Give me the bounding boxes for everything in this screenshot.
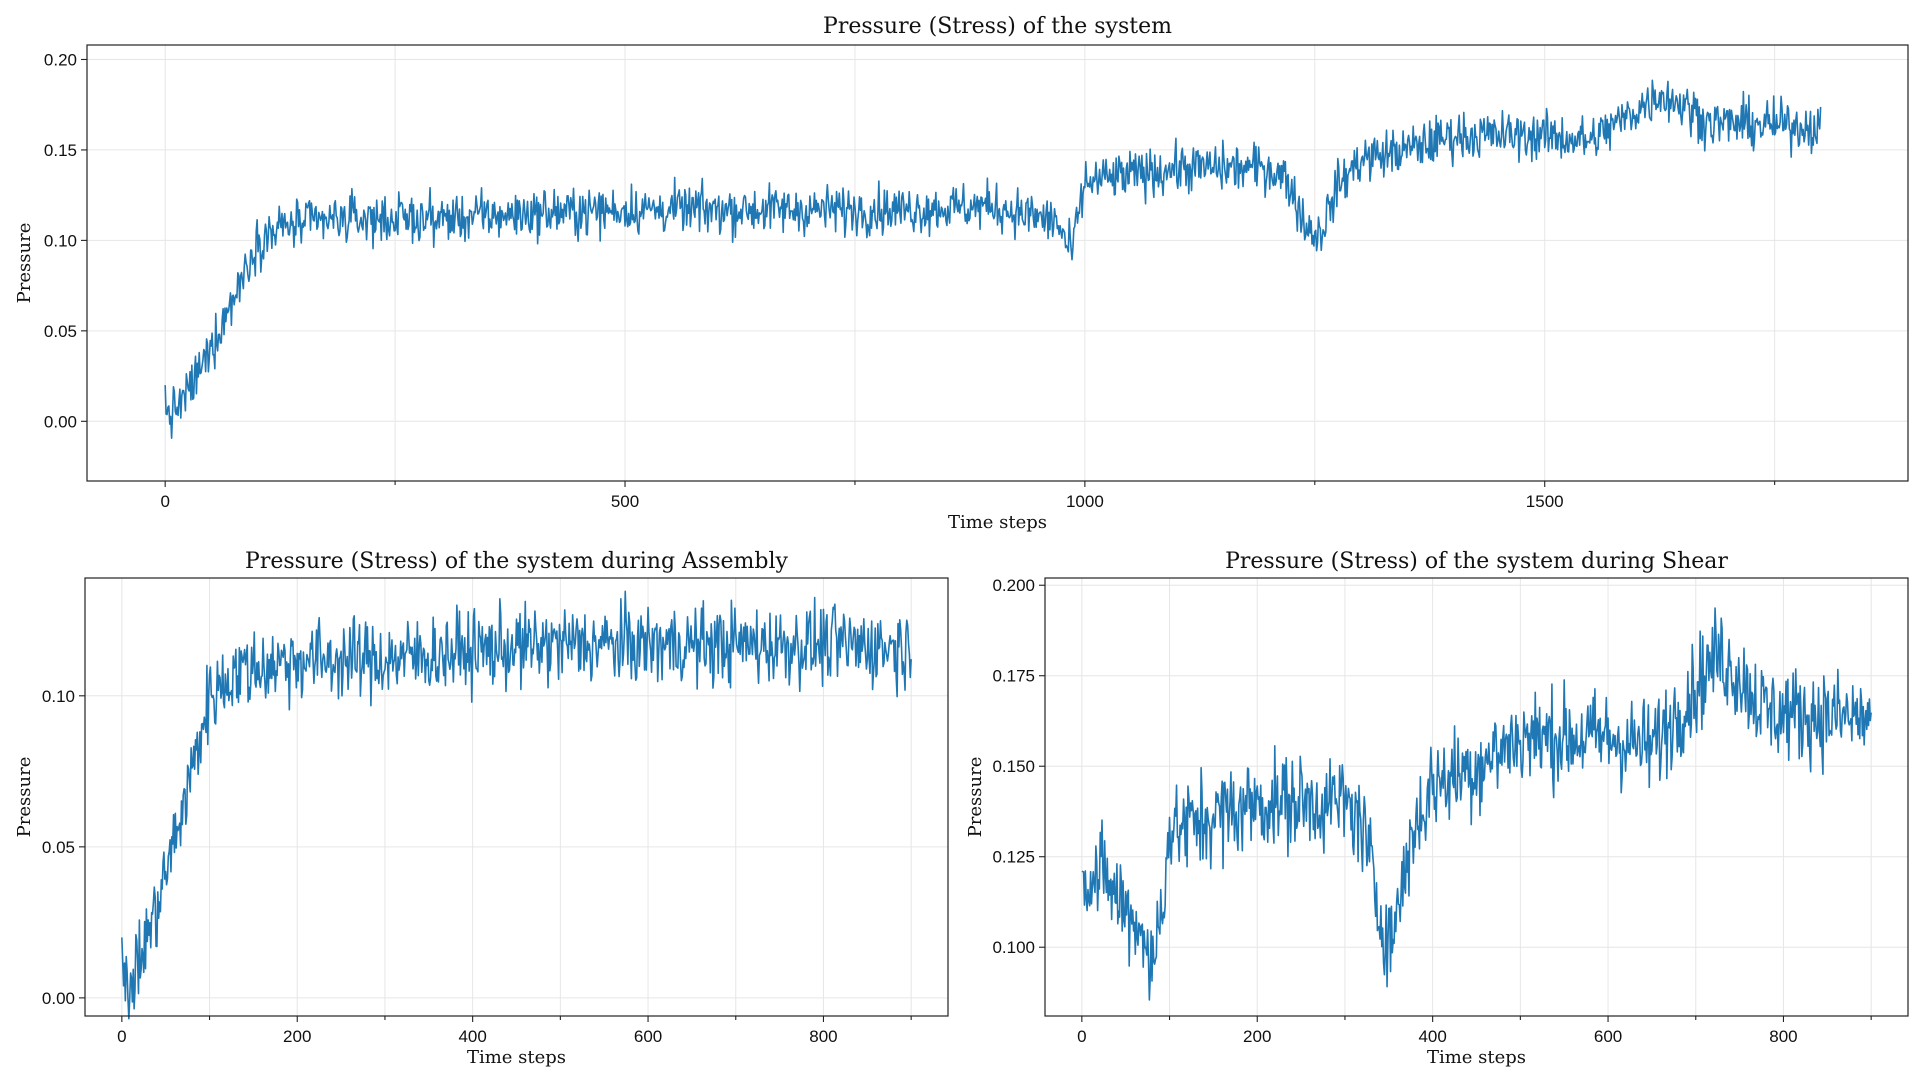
y-tick-label: 0.00 [44, 412, 77, 431]
y-tick-label: 0.10 [42, 687, 75, 706]
series-line [121, 590, 912, 1020]
y-tick-label: 0.20 [44, 50, 77, 69]
y-axis-label: Pressure [965, 757, 986, 838]
x-tick-label: 1000 [1066, 492, 1104, 511]
x-tick-label: 600 [634, 1027, 662, 1046]
x-tick-label: 0 [1077, 1027, 1086, 1046]
y-tick-label: 0.100 [992, 938, 1035, 957]
x-axis-label: Time steps [1427, 1047, 1526, 1068]
y-tick-label: 0.15 [44, 141, 77, 160]
grid [87, 45, 1908, 481]
y-tick-label: 0.175 [992, 667, 1035, 686]
chart-title: Pressure (Stress) of the system during A… [245, 549, 788, 574]
x-tick-label: 500 [611, 492, 639, 511]
x-tick-label: 400 [458, 1027, 486, 1046]
x-axis-label: Time steps [467, 1047, 566, 1068]
x-tick-label: 400 [1418, 1027, 1446, 1046]
y-tick-label: 0.125 [992, 848, 1035, 867]
series-line [164, 79, 1822, 439]
plot-frame [84, 577, 949, 1017]
chart-main: Pressure (Stress) of the system Time ste… [14, 14, 1909, 533]
y-tick-label: 0.00 [42, 989, 75, 1008]
x-tick-label: 0 [160, 492, 169, 511]
y-axis-label: Pressure [14, 757, 35, 838]
x-tick-label: 0 [117, 1027, 126, 1046]
plot-frame [86, 44, 1909, 482]
chart-title: Pressure (Stress) of the system during S… [1225, 549, 1728, 574]
y-tick-label: 0.150 [992, 757, 1035, 776]
chart-title: Pressure (Stress) of the system [823, 14, 1172, 39]
y-tick-label: 0.05 [44, 322, 77, 341]
y-axis-label: Pressure [14, 223, 35, 304]
x-tick-label: 200 [283, 1027, 311, 1046]
x-axis-label: Time steps [948, 512, 1047, 533]
x-tick-label: 800 [809, 1027, 837, 1046]
plot-frame [1044, 577, 1909, 1017]
y-tick-label: 0.10 [44, 231, 77, 250]
chart-assembly: Pressure (Stress) of the system during A… [14, 549, 949, 1068]
y-tick-label: 0.05 [42, 838, 75, 857]
chart-shear: Pressure (Stress) of the system during S… [965, 549, 1909, 1068]
y-tick-label: 0.200 [992, 576, 1035, 595]
x-tick-label: 1500 [1526, 492, 1564, 511]
x-tick-label: 800 [1769, 1027, 1797, 1046]
x-tick-label: 200 [1243, 1027, 1271, 1046]
series-line [1081, 607, 1872, 1001]
grid [1045, 578, 1908, 1016]
x-tick-label: 600 [1594, 1027, 1622, 1046]
